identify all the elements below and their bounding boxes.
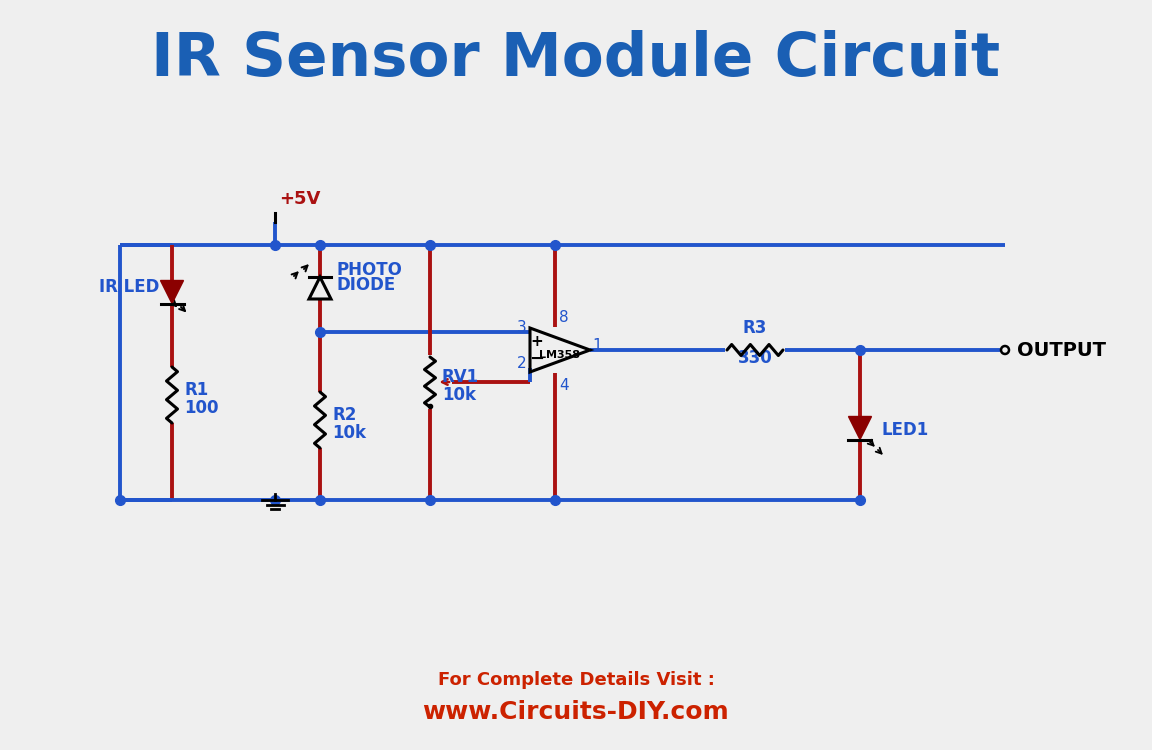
Text: LED1: LED1 <box>882 421 930 439</box>
Text: www.Circuits-DIY.com: www.Circuits-DIY.com <box>423 700 729 724</box>
Text: IR LED: IR LED <box>99 278 159 296</box>
Text: 1: 1 <box>592 338 601 353</box>
Text: 10k: 10k <box>332 424 366 442</box>
Polygon shape <box>160 280 183 304</box>
Text: RV1: RV1 <box>442 368 479 386</box>
Text: PHOTO: PHOTO <box>336 261 402 279</box>
Text: DIODE: DIODE <box>336 276 395 294</box>
Text: R1: R1 <box>184 381 209 399</box>
Polygon shape <box>849 416 872 440</box>
Text: 4: 4 <box>559 377 569 392</box>
Text: −: − <box>530 350 545 368</box>
Text: +5V: +5V <box>279 190 320 208</box>
Text: 3: 3 <box>517 320 526 335</box>
Text: OUTPUT: OUTPUT <box>1017 340 1106 359</box>
Text: +: + <box>531 334 544 349</box>
Text: For Complete Details Visit :: For Complete Details Visit : <box>438 671 714 689</box>
Text: 100: 100 <box>184 399 219 417</box>
Text: R3: R3 <box>743 319 767 337</box>
Text: R2: R2 <box>332 406 356 424</box>
Text: LM358: LM358 <box>539 350 581 360</box>
Text: 8: 8 <box>559 310 569 326</box>
Text: 330: 330 <box>737 349 772 367</box>
Text: IR Sensor Module Circuit: IR Sensor Module Circuit <box>151 30 1001 89</box>
Text: 10k: 10k <box>442 386 476 404</box>
Text: 2: 2 <box>517 356 526 371</box>
